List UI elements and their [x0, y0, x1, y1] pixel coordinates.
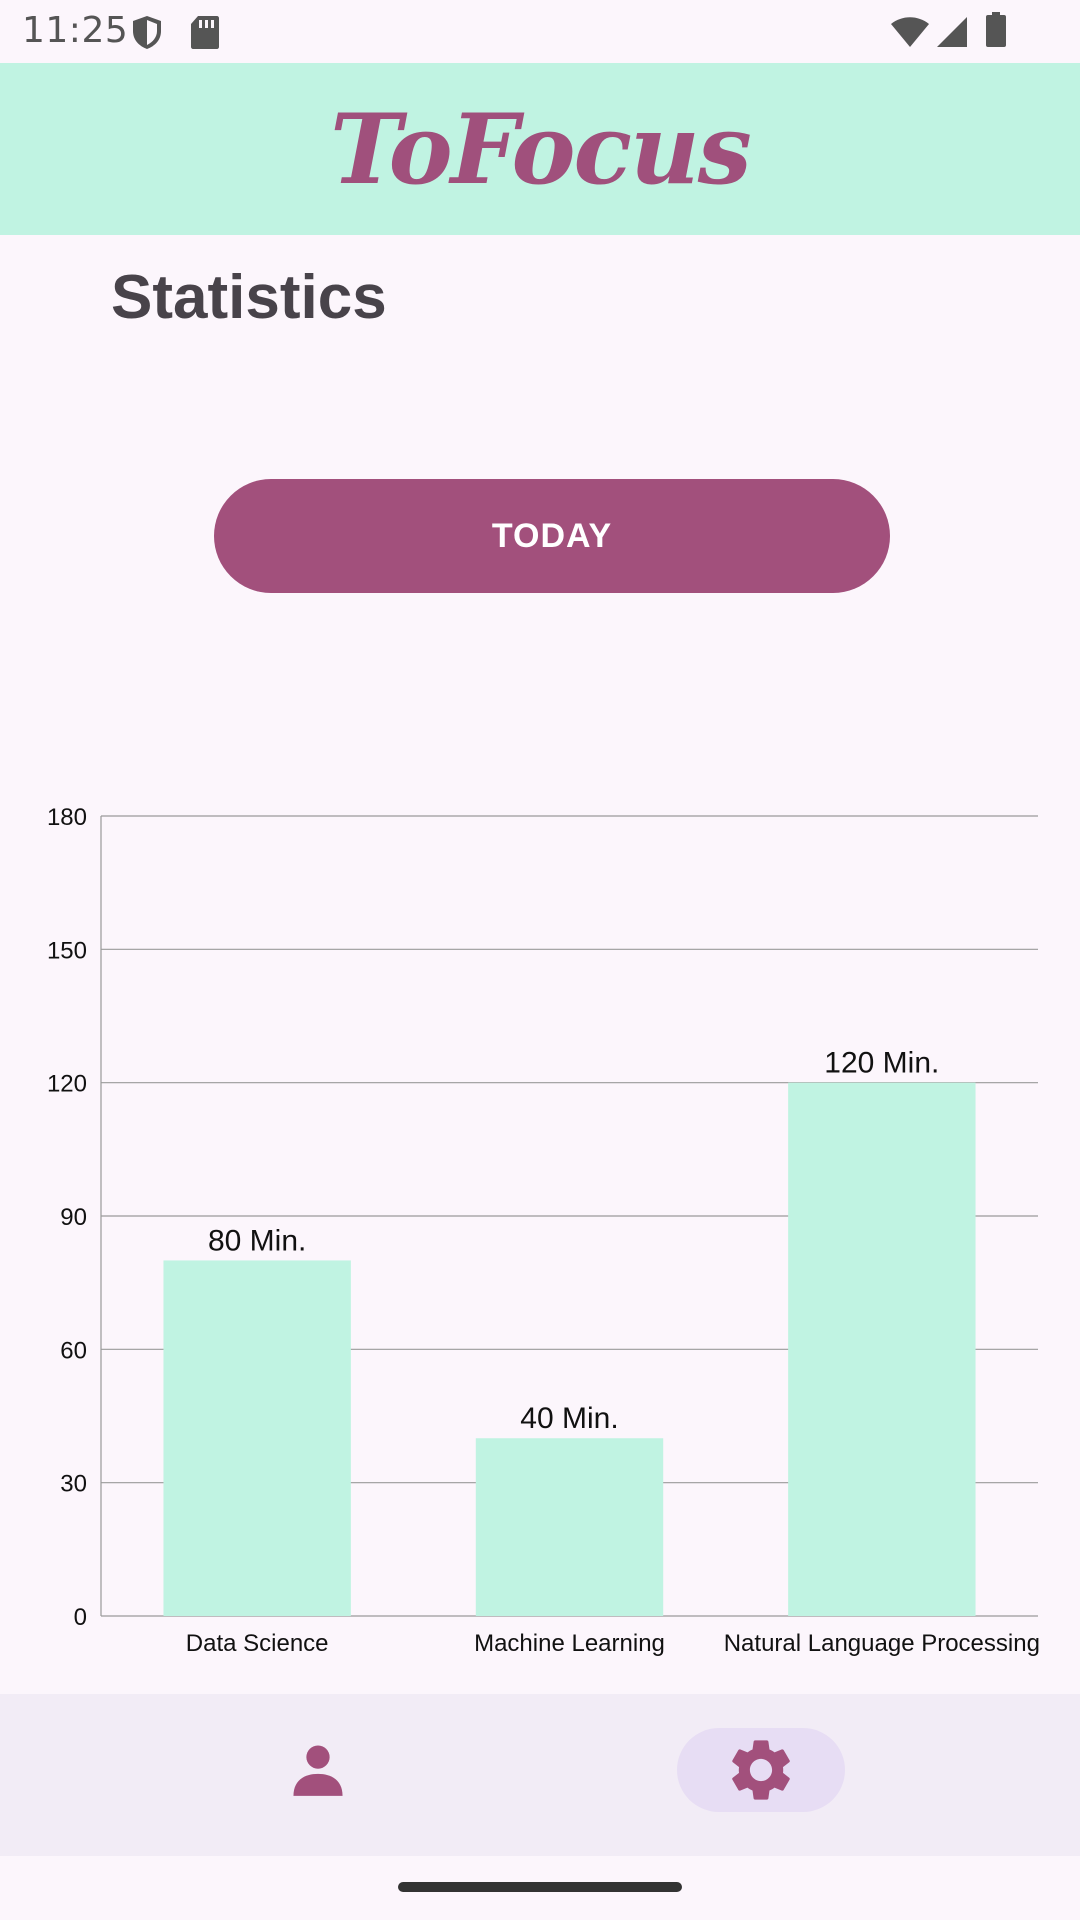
bar-value-label: 120 Min. [824, 1047, 939, 1080]
app-title: ToFocus [330, 92, 752, 206]
bar-value-label: 40 Min. [520, 1402, 618, 1435]
x-category-label: Machine Learning [474, 1630, 665, 1657]
gesture-navigation-bar[interactable] [398, 1882, 682, 1892]
y-tick-label: 0 [74, 1604, 87, 1631]
x-category-label: Data Science [186, 1630, 329, 1657]
battery-icon [986, 12, 1006, 47]
y-tick-label: 90 [60, 1204, 87, 1231]
status-bar: 11:25 [0, 0, 1080, 63]
nav-item-profile[interactable] [248, 1728, 388, 1812]
bar-value-label: 80 Min. [208, 1224, 306, 1257]
bottom-nav [0, 1694, 1080, 1856]
app-bar: ToFocus [0, 63, 1080, 235]
wifi-icon [891, 17, 929, 47]
y-tick-label: 30 [60, 1471, 87, 1498]
page-title: Statistics [111, 263, 387, 332]
chart-bar [475, 1438, 664, 1616]
y-tick-label: 120 [47, 1071, 87, 1098]
y-tick-label: 180 [47, 804, 87, 831]
statistics-bar-chart: 0 30 60 90 120 150 180 80 Min. Data Science 40 Mi… [47, 804, 1040, 1657]
chart-bar [788, 1082, 976, 1616]
person-icon [293, 1745, 343, 1796]
status-time: 11:25 [22, 10, 129, 51]
y-tick-label: 150 [47, 937, 87, 964]
y-tick-label: 60 [60, 1337, 87, 1364]
sd-card-icon [191, 16, 219, 49]
gear-icon [732, 1740, 790, 1800]
nav-item-settings[interactable] [677, 1728, 845, 1812]
chart-bar [163, 1260, 351, 1616]
shield-icon [133, 16, 161, 49]
today-button[interactable]: TODAY [214, 479, 890, 593]
signal-icon [937, 17, 967, 47]
x-category-label: Natural Language Processing [724, 1630, 1040, 1657]
